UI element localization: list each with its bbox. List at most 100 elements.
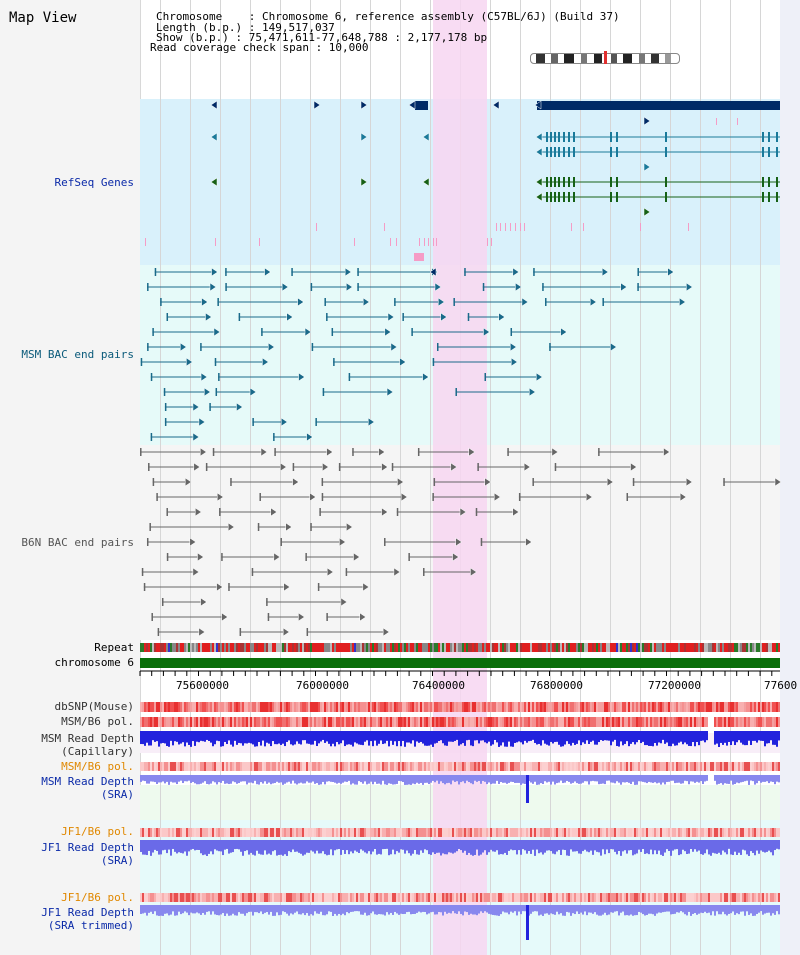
- track-label-msm-b6-pol[interactable]: MSM/B6 pol.: [61, 715, 134, 728]
- depth-bar: [214, 775, 216, 783]
- heat-cell: [604, 702, 606, 712]
- depth-bar: [336, 731, 338, 743]
- heat-cell: [580, 702, 582, 712]
- heat-cell: [610, 717, 612, 727]
- depth-bar: [252, 840, 254, 855]
- heat-cell: [624, 893, 626, 902]
- track-label-msm-b6-pol-2[interactable]: MSM/B6 pol.: [61, 760, 134, 773]
- repeat-segment: [390, 643, 392, 652]
- track-label-msm-depth-cap[interactable]: MSM Read Depth: [41, 732, 134, 745]
- depth-bar: [466, 731, 468, 741]
- depth-bar: [280, 840, 282, 855]
- track-label-msm-depth-sra[interactable]: MSM Read Depth: [41, 775, 134, 788]
- depth-bar: [310, 840, 312, 851]
- heat-cell: [700, 893, 702, 902]
- heat-cell: [376, 893, 378, 902]
- heat-cell: [718, 717, 720, 727]
- depth-bar: [640, 731, 642, 744]
- depth-bar: [398, 840, 400, 853]
- b6n-bac-pair-end: [352, 448, 354, 456]
- repeat-segment: [476, 643, 478, 652]
- selected-region-highlight[interactable]: [433, 0, 487, 955]
- repeat-segment: [598, 643, 600, 652]
- heat-cell: [612, 828, 614, 837]
- repeat-segment: [350, 643, 352, 652]
- track-label-msm-bac[interactable]: MSM BAC end pairs: [21, 348, 134, 361]
- track-label-jf1-b6-pol[interactable]: JF1/B6 pol.: [61, 825, 134, 838]
- track-label-repeat[interactable]: Repeat: [94, 641, 134, 654]
- heat-cell: [304, 717, 306, 727]
- repeat-segment: [154, 643, 156, 652]
- repeat-segment: [420, 643, 422, 652]
- depth-bar: [260, 840, 262, 855]
- depth-bar: [690, 905, 692, 916]
- heat-cell: [358, 717, 360, 727]
- track-label-b6n-bac[interactable]: B6N BAC end pairs: [21, 536, 134, 549]
- track-label-refseq[interactable]: RefSeq Genes: [54, 176, 134, 189]
- msm-bac-pair-end: [455, 388, 457, 396]
- heat-cell: [272, 828, 274, 837]
- chromosome-bar: [140, 658, 780, 668]
- depth-bar: [596, 840, 598, 852]
- heat-cell: [320, 762, 322, 771]
- heat-cell: [208, 702, 210, 712]
- heat-cell: [620, 828, 622, 837]
- heat-cell: [226, 762, 228, 771]
- depth-bar: [748, 905, 750, 915]
- track-label-dbsnp[interactable]: dbSNP(Mouse): [54, 700, 134, 713]
- b6n-bac-pair-end: [189, 537, 197, 547]
- depth-bar: [278, 840, 280, 855]
- heat-cell: [692, 702, 694, 712]
- heat-cell: [672, 828, 674, 837]
- depth-bar: [500, 775, 502, 782]
- heat-cell: [154, 702, 156, 712]
- depth-bar: [596, 905, 598, 915]
- depth-bar: [326, 905, 328, 915]
- track-label-chromosome[interactable]: chromosome 6: [54, 656, 134, 669]
- repeat-segment: [480, 643, 482, 652]
- heat-cell: [148, 828, 150, 837]
- depth-bar: [642, 731, 644, 742]
- heat-cell: [474, 762, 476, 771]
- heat-cell: [486, 893, 488, 902]
- heat-cell: [738, 893, 740, 902]
- depth-bar: [324, 905, 326, 916]
- track-label-jf1-depth-sra[interactable]: JF1 Read Depth: [41, 841, 134, 854]
- depth-bar: [346, 775, 348, 782]
- depth-bar: [568, 775, 570, 782]
- heat-cell: [536, 702, 538, 712]
- b6n-bac-pair-end: [685, 477, 693, 487]
- depth-bar: [246, 775, 248, 785]
- heat-cell: [230, 893, 232, 902]
- heat-cell: [218, 717, 220, 727]
- heat-cell: [474, 702, 476, 712]
- depth-bar: [714, 905, 716, 916]
- pink-mark: [737, 118, 738, 125]
- track-label-jf1-b6-pol-2[interactable]: JF1/B6 pol.: [61, 891, 134, 904]
- depth-bar: [378, 840, 380, 854]
- heat-cell: [720, 717, 722, 727]
- heat-cell: [376, 762, 378, 771]
- depth-bar: [332, 905, 334, 916]
- heat-cell: [628, 702, 630, 712]
- heat-cell: [748, 893, 750, 902]
- depth-bar: [594, 840, 596, 851]
- gene-arrow: [408, 100, 416, 110]
- heat-cell: [446, 702, 448, 712]
- track-label-jf1-depth-trim[interactable]: JF1 Read Depth: [41, 906, 134, 919]
- depth-bar: [674, 840, 676, 850]
- heat-cell: [754, 828, 756, 837]
- depth-bar: [680, 840, 682, 855]
- b6n-bac-pair-end: [310, 523, 312, 531]
- exon: [546, 132, 548, 142]
- heat-cell: [526, 717, 528, 727]
- heat-cell: [302, 702, 304, 712]
- heat-cell: [766, 702, 768, 712]
- depth-bar: [666, 905, 668, 912]
- exon: [768, 192, 770, 202]
- depth-bar: [704, 731, 706, 743]
- depth-bar: [316, 775, 318, 784]
- heat-cell: [516, 717, 518, 727]
- b6n-bac-pair-end: [280, 538, 282, 546]
